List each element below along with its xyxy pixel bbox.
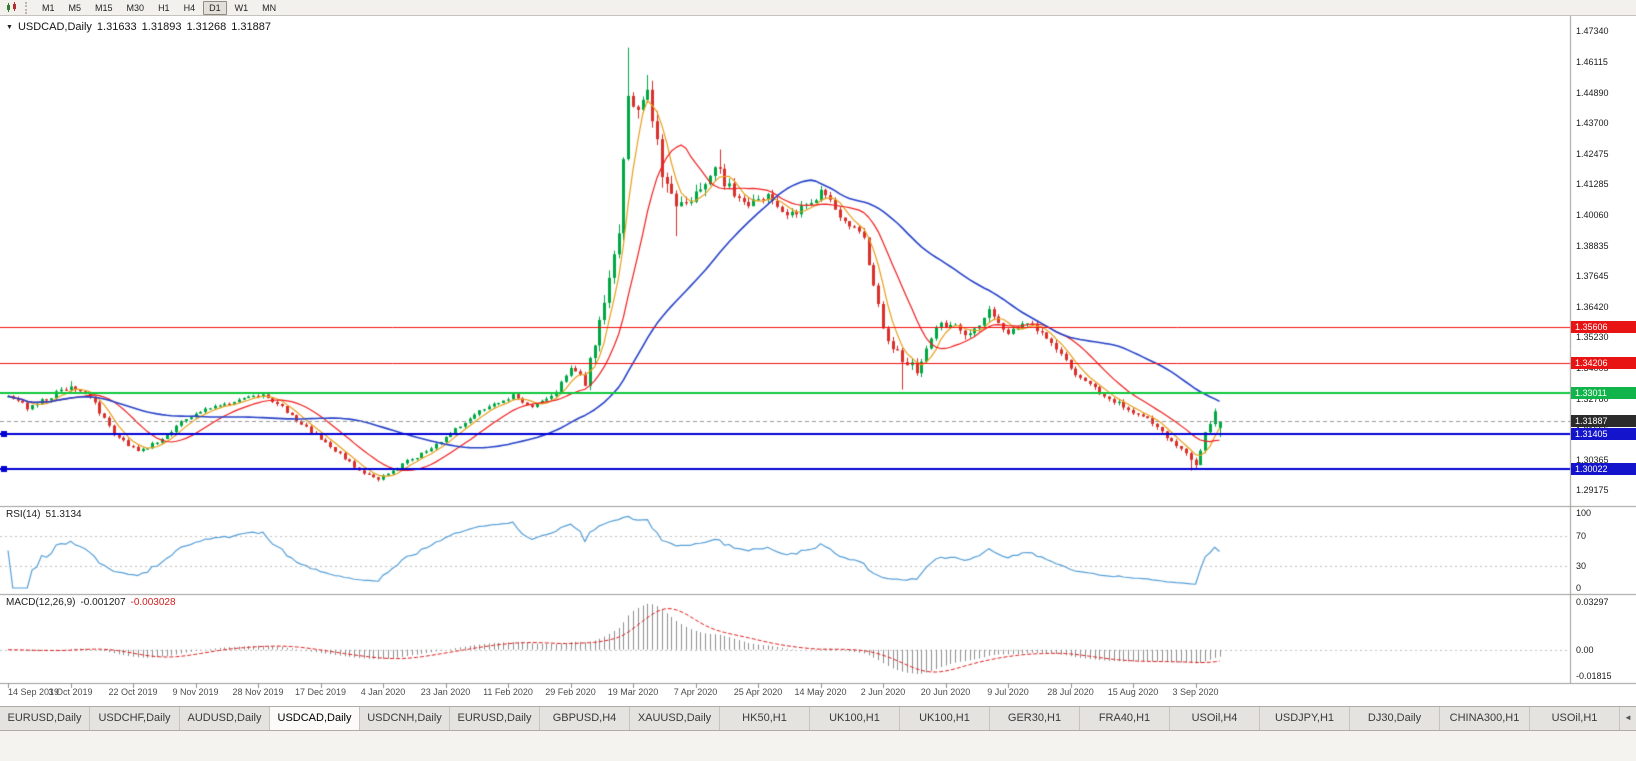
- rsi-name: RSI(14): [6, 509, 41, 520]
- status-area: [0, 731, 1636, 761]
- chart-tab-audusd-daily[interactable]: AUDUSD,Daily: [180, 707, 270, 730]
- chart-tab-uk100-h1[interactable]: UK100,H1: [900, 707, 990, 730]
- timeframe-button-w1[interactable]: W1: [234, 2, 249, 13]
- chart-tab-hk50-h1[interactable]: HK50,H1: [720, 707, 810, 730]
- tab-strip: EURUSD,Daily USDCHF,Daily AUDUSD,Daily USDC…: [0, 707, 1620, 730]
- chart-title: ▼ USDCAD,Daily 1.31633 1.31893 1.31268 1.3188…: [6, 21, 276, 33]
- timeframe-button-mn[interactable]: MN: [262, 2, 277, 13]
- rsi-value: 51.3134: [45, 509, 82, 520]
- chart-canvas[interactable]: [0, 0, 1636, 706]
- timeframe-button-d1[interactable]: D1: [203, 0, 227, 15]
- chart-tab-fra40-h1[interactable]: FRA40,H1: [1080, 707, 1170, 730]
- chart-symbol-label: USDCAD,Daily: [17, 21, 92, 33]
- chart-tab-usdcad-daily[interactable]: USDCAD,Daily: [270, 707, 360, 730]
- chart-tab-uk100-h1[interactable]: UK100,H1: [810, 707, 900, 730]
- chart-tab-usdjpy-h1[interactable]: USDJPY,H1: [1260, 707, 1350, 730]
- chart-high-value: 1.31893: [141, 21, 182, 33]
- chart-window-icon[interactable]: [3, 1, 21, 15]
- timeframe-button-m15[interactable]: M15: [95, 2, 113, 13]
- timeframe-button-m30[interactable]: M30: [126, 2, 145, 13]
- chart-tab-bar: EURUSD,Daily USDCHF,Daily AUDUSD,Daily USDC…: [0, 706, 1636, 731]
- timeframe-button-h4[interactable]: H4: [183, 2, 196, 13]
- chart-open-value: 1.31633: [96, 21, 137, 33]
- chart-tab-gbpusd-h4[interactable]: GBPUSD,H4: [540, 707, 630, 730]
- collapse-triangle-icon[interactable]: ▼: [6, 24, 13, 31]
- macd-label: MACD(12,26,9) -0.001207 -0.003028: [6, 597, 181, 608]
- tab-scroll-left-icon[interactable]: ◄: [1620, 707, 1636, 730]
- timeframe-button-m1[interactable]: M1: [42, 2, 55, 13]
- chart-tab-xauusd-daily[interactable]: XAUUSD,Daily: [630, 707, 720, 730]
- mini-candles-icon: [7, 2, 16, 12]
- top-toolbar: M1 M5 M15 M30 H1 H4 D1 W1 MN: [0, 0, 1636, 16]
- timeframe-button-group: M1 M5 M15 M30 H1 H4 D1 W1 MN: [36, 0, 284, 15]
- macd-main-value: -0.001207: [80, 597, 126, 608]
- macd-signal-value: -0.003028: [130, 597, 176, 608]
- toolbar-grip: [25, 1, 30, 14]
- rsi-label: RSI(14) 51.3134: [6, 509, 87, 520]
- macd-name: MACD(12,26,9): [6, 597, 76, 608]
- chart-tab-eurusd-daily[interactable]: EURUSD,Daily: [450, 707, 540, 730]
- chart-tab-usoil-h1[interactable]: USOil,H1: [1530, 707, 1620, 730]
- chart-tab-ger30-h1[interactable]: GER30,H1: [990, 707, 1080, 730]
- timeframe-button-m5[interactable]: M5: [68, 2, 82, 13]
- chart-tab-usdcnh-daily[interactable]: USDCNH,Daily: [360, 707, 450, 730]
- chart-low-value: 1.31268: [186, 21, 227, 33]
- chart-tab-dj30-daily[interactable]: DJ30,Daily: [1350, 707, 1440, 730]
- chart-tab-usdchf-daily[interactable]: USDCHF,Daily: [90, 707, 180, 730]
- chart-close-value: 1.31887: [231, 21, 271, 33]
- timeframe-button-h1[interactable]: H1: [158, 2, 170, 13]
- chart-tab-usoil-h4[interactable]: USOil,H4: [1170, 707, 1260, 730]
- chart-tab-eurusd-daily[interactable]: EURUSD,Daily: [0, 707, 90, 730]
- chart-tab-china300-h1[interactable]: CHINA300,H1: [1440, 707, 1530, 730]
